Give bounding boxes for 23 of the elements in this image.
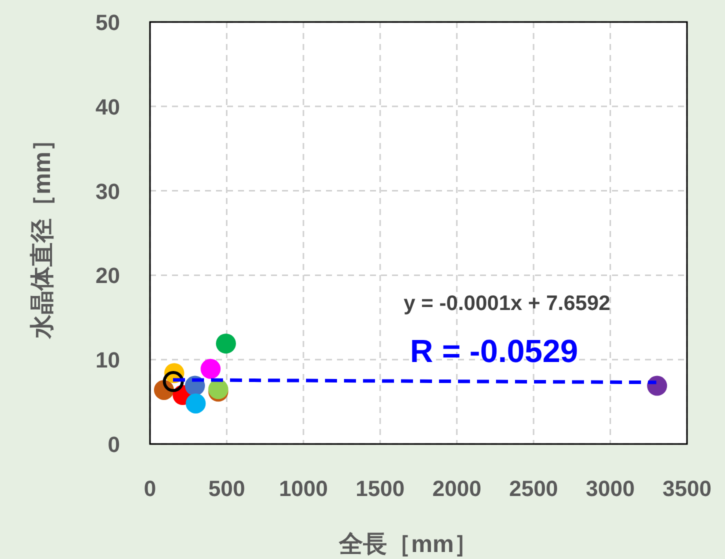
y-tick-label: 20 <box>96 263 120 288</box>
y-tick-label: 30 <box>96 178 120 204</box>
point <box>200 358 221 379</box>
x-tick-label: 1500 <box>356 476 405 501</box>
x-tick-label: 3500 <box>662 476 712 501</box>
annotation: R = -0.0529 <box>410 333 578 369</box>
y-tick-label: 50 <box>96 10 120 35</box>
y-tick-label: 10 <box>96 348 120 373</box>
x-tick-label: 3000 <box>586 476 635 501</box>
y-tick-label: 40 <box>96 94 120 120</box>
x-tick-label: 2500 <box>509 476 558 501</box>
annotation: y = -0.0001x + 7.6592 <box>404 292 610 315</box>
y-tick-label: 0 <box>108 432 120 457</box>
x-axis-title: 全長［mm］ <box>338 531 478 558</box>
point <box>647 376 668 396</box>
x-tick-label: 500 <box>208 476 246 501</box>
point <box>216 334 236 354</box>
point <box>162 371 184 392</box>
x-tick-label: 1000 <box>278 476 328 501</box>
x-tick-label: 2000 <box>432 476 482 501</box>
y-axis-title: 水晶体直径［mm］ <box>29 128 56 340</box>
x-tick-label: 0 <box>144 476 156 501</box>
point <box>186 393 206 414</box>
